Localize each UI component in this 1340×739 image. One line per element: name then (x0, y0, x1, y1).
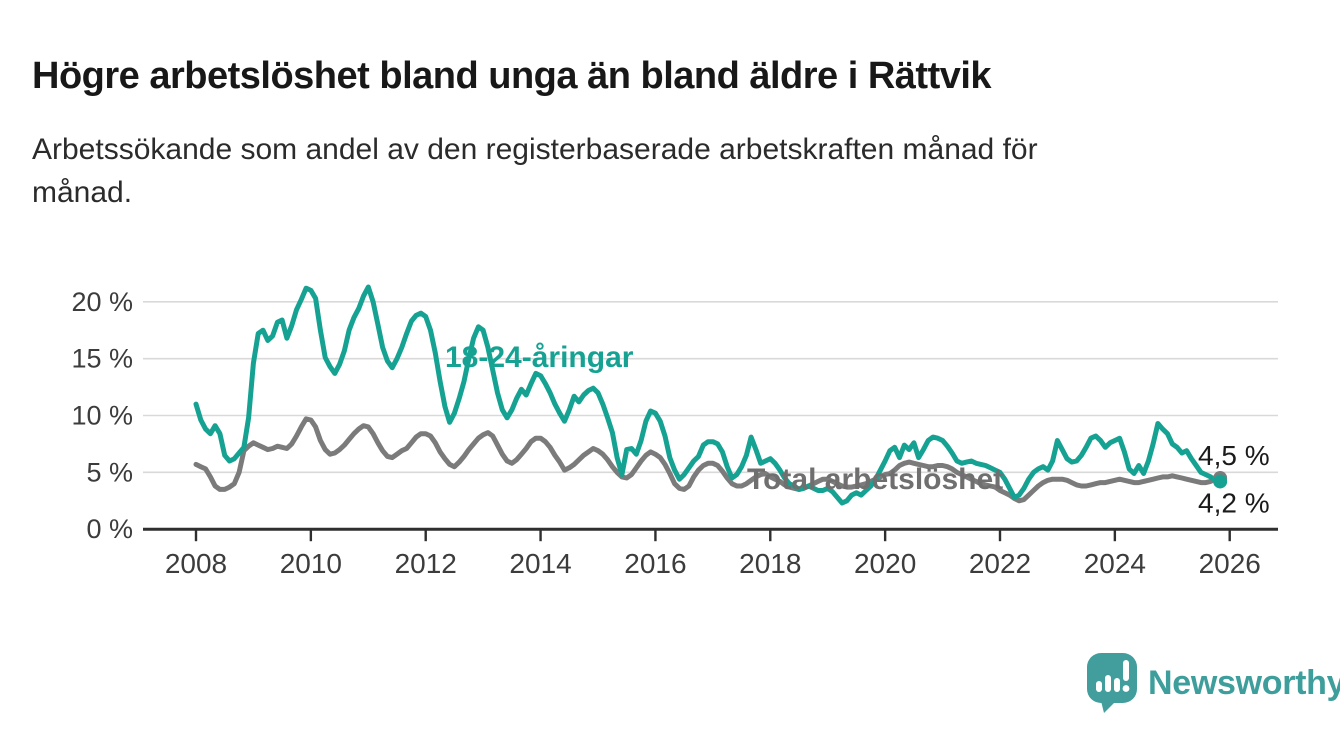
x-tick-label: 2010 (280, 548, 342, 579)
x-tick-label: 2022 (969, 548, 1031, 579)
series-line-youth (193, 284, 1223, 506)
end-value-label-total: 4,5 % (1198, 440, 1270, 471)
x-tick-label: 2020 (854, 548, 916, 579)
newsworthy-logo-icon (1087, 653, 1137, 713)
x-tick-label: 2008 (165, 548, 227, 579)
page-subtitle: Arbetssökande som andel av den registerb… (32, 128, 1038, 214)
series-line-total (193, 416, 1223, 504)
end-value-label-youth: 4,2 % (1198, 487, 1270, 518)
y-tick-label: 10 % (71, 401, 133, 431)
y-tick-label: 5 % (86, 457, 133, 487)
x-tick-label: 2016 (624, 548, 686, 579)
y-tick-label: 0 % (86, 514, 133, 544)
brand-wordmark: Newsworthy (1148, 663, 1340, 702)
x-tick-label: 2024 (1084, 548, 1146, 579)
series-label-total: Total arbetslöshet (747, 463, 1003, 496)
brand-footer: Newsworthy (1086, 652, 1340, 714)
x-tick-label: 2012 (395, 548, 457, 579)
series-label-youth: 18-24-åringar (445, 341, 634, 374)
subtitle-line-2: månad. (32, 176, 133, 209)
y-tick-label: 15 % (71, 344, 133, 374)
subtitle-line-1: Arbetssökande som andel av den registerb… (32, 133, 1038, 166)
x-tick-label: 2014 (509, 548, 571, 579)
x-tick-label: 2018 (739, 548, 801, 579)
page-title: Högre arbetslöshet bland unga än bland ä… (32, 55, 992, 98)
y-tick-label: 20 % (71, 287, 133, 317)
x-tick-label: 2026 (1199, 548, 1261, 579)
series-end-dot-youth (1213, 474, 1228, 489)
